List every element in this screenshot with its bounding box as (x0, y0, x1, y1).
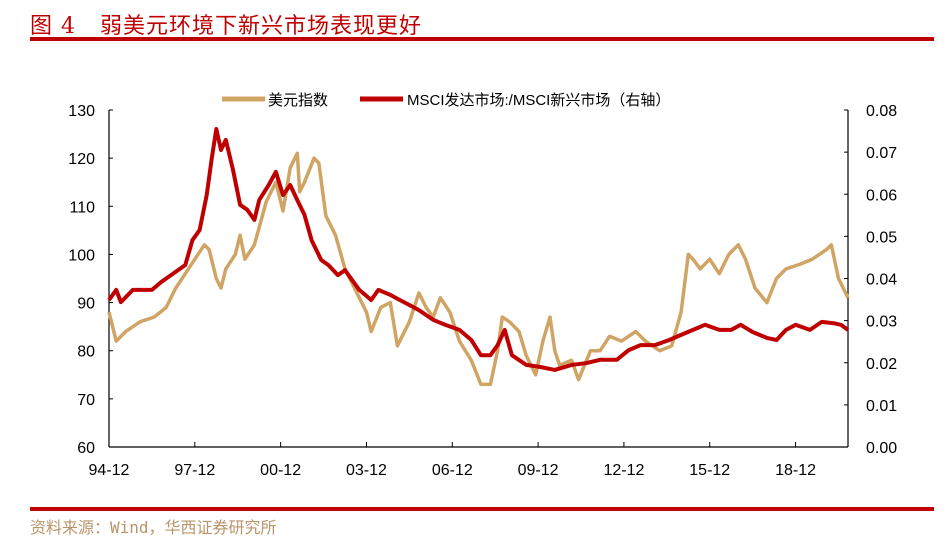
source-rule (30, 507, 934, 511)
y-left-tick-label: 60 (77, 440, 95, 457)
title-rule (30, 37, 934, 41)
y-left-tick-label: 80 (77, 344, 95, 361)
y-right-tick-label: 0.00 (866, 440, 897, 457)
y-right-tick-label: 0.03 (866, 314, 897, 331)
x-tick-label: 15-12 (689, 462, 730, 479)
y-left-tick-label: 110 (69, 199, 95, 216)
legend-label-msci: MSCI发达市场:/MSCI新兴市场（右轴） (407, 92, 670, 109)
source-note: 资料来源：Wind，华西证券研究所 (30, 518, 277, 537)
y-right-tick-label: 0.01 (866, 398, 897, 415)
x-tick-label: 03-12 (346, 462, 387, 479)
y-right-tick-label: 0.06 (866, 187, 897, 204)
x-tick-label: 94-12 (89, 462, 130, 479)
y-right-tick-label: 0.05 (866, 229, 897, 246)
legend-label-dxy: 美元指数 (268, 92, 328, 109)
y-right-tick-label: 0.02 (866, 356, 897, 373)
x-tick-label: 12-12 (603, 462, 644, 479)
y-right-tick-label: 0.04 (866, 272, 897, 289)
y-left-tick-label: 70 (77, 392, 95, 409)
figure-title: 图 4 弱美元环境下新兴市场表现更好 (30, 14, 422, 39)
x-tick-label: 18-12 (775, 462, 816, 479)
y-right-tick-label: 0.07 (866, 145, 897, 162)
x-tick-label: 97-12 (174, 462, 215, 479)
y-right-tick-label: 0.08 (866, 103, 897, 120)
legend: 美元指数 MSCI发达市场:/MSCI新兴市场（右轴） (222, 92, 670, 109)
y-left-tick-label: 130 (68, 103, 95, 120)
y-left-tick-label: 120 (68, 151, 95, 168)
x-tick-label: 09-12 (518, 462, 559, 479)
msci-ratio-line (107, 127, 850, 372)
y-left-tick-label: 100 (68, 247, 95, 264)
x-tick-label: 00-12 (260, 462, 301, 479)
y-left-tick-label: 90 (77, 296, 95, 313)
x-tick-label: 06-12 (432, 462, 473, 479)
